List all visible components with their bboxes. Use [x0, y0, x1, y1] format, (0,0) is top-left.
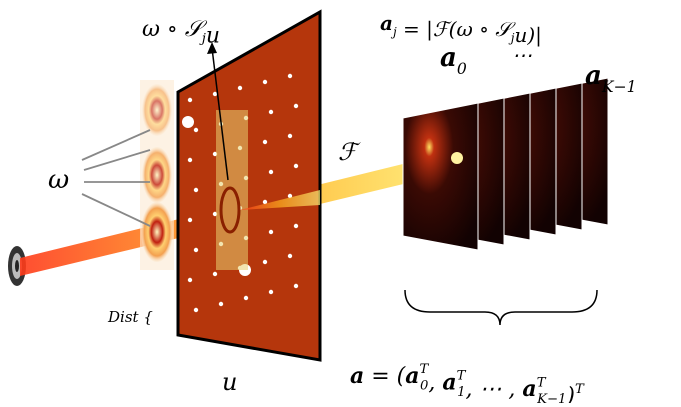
label-sub: K−1	[601, 78, 637, 96]
label-text: ω ∘ 𝒮	[142, 17, 208, 42]
distance-label: Dist {	[107, 308, 153, 326]
pointer-head	[207, 42, 217, 54]
source	[8, 246, 26, 286]
label-vector: a	[405, 363, 419, 389]
probe-stack	[140, 80, 174, 270]
label-text: )	[565, 384, 575, 403]
scan-point	[268, 109, 274, 115]
label-text: u)|	[514, 23, 541, 48]
label-vector: a	[350, 363, 364, 389]
label-vector: a	[442, 370, 456, 396]
scan-point	[287, 253, 293, 259]
sample	[176, 9, 322, 362]
scan-point	[293, 163, 299, 169]
probe-label: ω	[48, 165, 69, 195]
last-pattern-label: aK−1	[585, 61, 637, 96]
label-text: , ⋯ ,	[465, 377, 522, 402]
scan-point	[262, 259, 268, 265]
window-shift-label: ω ∘ 𝒮ju	[142, 17, 220, 49]
label-sup: T	[537, 375, 547, 390]
label-sub: j	[390, 25, 397, 39]
object-label: u	[222, 368, 237, 396]
scan-point	[287, 73, 293, 79]
label-text: = |ℱ(ω ∘ 𝒮	[397, 17, 517, 42]
label-text: ⋯	[512, 43, 532, 67]
stacked-label: a = (aT 0, aT 1, ⋯ , aT K−1)T	[350, 362, 585, 403]
label-text: = (	[364, 364, 405, 389]
label-sub: 0	[420, 379, 428, 394]
scan-point	[268, 169, 274, 175]
scan-point	[182, 116, 194, 128]
scan-point	[237, 85, 243, 91]
scan-point	[262, 79, 268, 85]
scan-point	[193, 307, 199, 313]
label-sup: T	[457, 369, 467, 384]
scan-point	[287, 193, 293, 199]
ellipsis-label: ⋯	[512, 43, 532, 67]
diffraction-pattern	[402, 102, 479, 251]
scan-point	[293, 223, 299, 229]
scan-point	[293, 283, 299, 289]
brace	[404, 289, 598, 326]
scan-point	[193, 187, 199, 193]
label-text: u	[206, 24, 220, 49]
pointer	[211, 47, 229, 181]
scan-point	[268, 229, 274, 235]
label-sub: 1	[457, 385, 465, 400]
central-peak	[451, 152, 463, 164]
label-sup: T	[420, 362, 430, 377]
label-text: {	[139, 308, 154, 326]
label-sub: j	[199, 32, 206, 47]
first-pattern-label: a0	[440, 43, 467, 78]
label-text: Dist	[107, 308, 140, 326]
scan-point	[262, 139, 268, 145]
amplitude-label: aj = |ℱ(ω ∘ 𝒮ju)|	[380, 11, 542, 48]
scan-point	[193, 247, 199, 253]
label-vector: a	[440, 43, 457, 73]
scan-point	[187, 97, 193, 103]
label-sub: K−1	[536, 392, 566, 403]
scan-point	[212, 91, 218, 97]
transform-label: ℱ	[338, 138, 361, 166]
label-sup: T	[575, 382, 585, 397]
probe-spot	[219, 186, 241, 234]
label-text: ,	[428, 371, 442, 396]
label-vector: a	[522, 376, 536, 402]
scan-point	[187, 277, 193, 283]
scan-point	[212, 271, 218, 277]
diffraction-stack	[402, 77, 609, 251]
probe-arrows	[81, 129, 151, 227]
scan-point	[218, 301, 224, 307]
label-sub: j	[508, 31, 515, 45]
label-text: ω	[48, 165, 69, 195]
label-sub: 0	[457, 60, 467, 78]
scan-point	[287, 133, 293, 139]
label-text: u	[222, 368, 237, 396]
beam-through	[240, 190, 320, 210]
scan-point	[268, 289, 274, 295]
scan-point	[243, 295, 249, 301]
label-text: ℱ	[338, 138, 361, 166]
scan-point	[193, 127, 199, 133]
scan-point	[187, 217, 193, 223]
label-vector: a	[380, 11, 393, 35]
label-vector: a	[585, 61, 602, 91]
scan-point	[293, 103, 299, 109]
scan-point	[187, 157, 193, 163]
scan-point	[262, 199, 268, 205]
